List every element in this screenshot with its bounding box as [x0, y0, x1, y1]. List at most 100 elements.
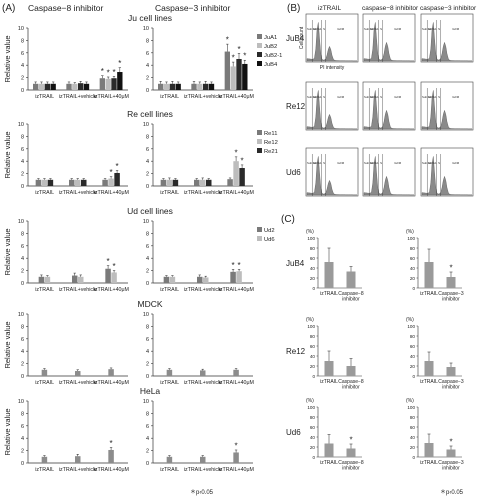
x-tick-label: izTRAIL+40μM	[219, 94, 254, 100]
panel-a-significance-note: ＊p‹0.05	[190, 489, 214, 496]
y-tick-label: 8	[21, 231, 24, 237]
bar-ud2	[72, 275, 78, 283]
bar-jub4	[117, 72, 123, 90]
b-gate-label: G2/M	[337, 161, 345, 165]
chart-mdck-right: 0 2 4 6 8 10 izTRAIL izTRAIL+vehicleizTRAIL+40μ…	[143, 312, 254, 386]
significance-star: *	[110, 439, 113, 448]
bar-re11	[227, 179, 233, 186]
c-chart-re12-right: (%) 0 20 40 60 80 100 izTRAIL Caspase−3 inhibitor	[406, 317, 464, 391]
x-tick-label: izTRAIL+vehicle	[184, 287, 222, 293]
x-tick-label: izTRAIL+40μM	[94, 287, 129, 293]
panel-b-label: (B)	[287, 3, 300, 14]
section-title: Ju cell lines	[128, 13, 172, 23]
bar-mdck	[75, 371, 81, 376]
b-gate-label: Sub G1	[422, 27, 432, 31]
bar-jua1	[158, 83, 164, 90]
c-x-tick-label: Caspase−3 inhibitor	[438, 379, 464, 391]
legend-label-jub4: JuB4	[264, 62, 278, 68]
b-gate-label: S	[438, 27, 440, 31]
b-gate-label: G2/M	[394, 27, 402, 31]
b-gate-label: S	[323, 95, 325, 99]
b-gate-label: G0/G1	[428, 27, 437, 31]
b-histogram-curve	[306, 90, 358, 130]
b-gate-label: Sub G1	[307, 95, 317, 99]
legend-ju-cell-lines: JuA1 JuB2 JuB2-1 JuB4	[257, 34, 282, 68]
x-tick-label: izTRAIL+40μM	[94, 190, 129, 196]
c-significance-star: *	[449, 438, 452, 447]
y-tick-label: 8	[21, 134, 24, 140]
y-tick-label: 0	[21, 88, 24, 94]
c-x-tick-line: Caspase−8	[338, 291, 364, 297]
c-y-tick-label: 80	[410, 415, 416, 420]
b-gate-label: S	[438, 161, 440, 165]
y-tick-label: 2	[21, 172, 24, 178]
y-tick-label: 10	[18, 219, 24, 225]
y-tick-label: 0	[146, 281, 149, 287]
bar-re12	[75, 179, 81, 186]
y-tick-label: 0	[21, 461, 24, 467]
significance-star: *	[232, 261, 235, 270]
bar-ud6	[44, 276, 51, 283]
significance-star: *	[118, 59, 121, 68]
bar-re11	[194, 179, 200, 186]
b-gate-label: G0/G1	[428, 161, 437, 165]
section-ud-cell-lines: Ud cell lines Relative value 0 2 4 6 8 10 izTRAI…	[3, 206, 275, 293]
b-gate-label: S	[380, 95, 382, 99]
b-gate-label: G2/M	[452, 95, 460, 99]
y-tick-label: 2	[146, 76, 149, 82]
b-gate-label: G2/M	[394, 95, 402, 99]
y-tick-label: 2	[146, 172, 149, 178]
c-y-tick-label: 100	[307, 405, 315, 410]
c-bar	[424, 262, 434, 288]
chart-hela-right: 0 2 4 6 8 10 izTRAIL izTRAIL+vehicleizTRAIL+40μ…	[143, 399, 254, 473]
y-tick-label: 8	[146, 324, 149, 330]
b-gate-label: S	[323, 27, 325, 31]
x-tick-label: izTRAIL+40μM	[94, 94, 129, 100]
c-significance-star: *	[449, 264, 452, 273]
bar-ud6	[203, 277, 209, 283]
x-tick-label: izTRAIL+40μM	[219, 467, 254, 473]
bar-ud6	[236, 271, 242, 283]
b-gate-label: G0/G1	[370, 27, 379, 31]
y-tick-label: 8	[21, 324, 24, 330]
legend-label-jub2-1: JuB2-1	[264, 53, 282, 59]
y-tick-label: 2	[146, 449, 149, 455]
y-axis-label: Relative value	[3, 321, 12, 368]
b-gate-label: G0/G1	[370, 95, 379, 99]
x-tick-label: izTRAIL+40μM	[94, 380, 129, 386]
b-gate-label: Sub G1	[307, 27, 317, 31]
b-gate-label: S	[438, 95, 440, 99]
c-x-tick-line: inhibitor	[342, 297, 360, 303]
significance-star: *	[107, 257, 110, 266]
header-caspase3: Caspase−3 inhibitor	[155, 3, 231, 13]
y-tick-label: 8	[146, 134, 149, 140]
b-gate-label: Sub G1	[364, 27, 374, 31]
bar-jua1	[33, 83, 39, 90]
bar-re11	[160, 179, 167, 186]
bar-re11	[102, 179, 108, 186]
bar-mdck	[41, 369, 48, 376]
legend-label-re21: Re21	[264, 149, 278, 155]
bar-jub2-1	[111, 78, 117, 90]
c-x-tick-label: izTRAIL	[320, 379, 338, 385]
c-row-label: Re12	[286, 347, 306, 356]
bar-re12	[233, 161, 239, 186]
bar-re21	[172, 179, 179, 186]
y-tick-label: 0	[21, 281, 24, 287]
bar-re12	[108, 178, 114, 186]
x-tick-label: izTRAIL+vehicle	[59, 380, 97, 386]
y-tick-label: 10	[18, 399, 24, 405]
bar-jub2-1	[236, 59, 242, 90]
bar-re21	[239, 168, 245, 186]
b-gate-label: S	[380, 27, 382, 31]
y-tick-label: 4	[146, 159, 149, 165]
c-bar	[324, 262, 334, 288]
bar-ud2	[38, 276, 45, 283]
significance-star: *	[112, 68, 115, 77]
y-tick-label: 6	[146, 424, 149, 430]
